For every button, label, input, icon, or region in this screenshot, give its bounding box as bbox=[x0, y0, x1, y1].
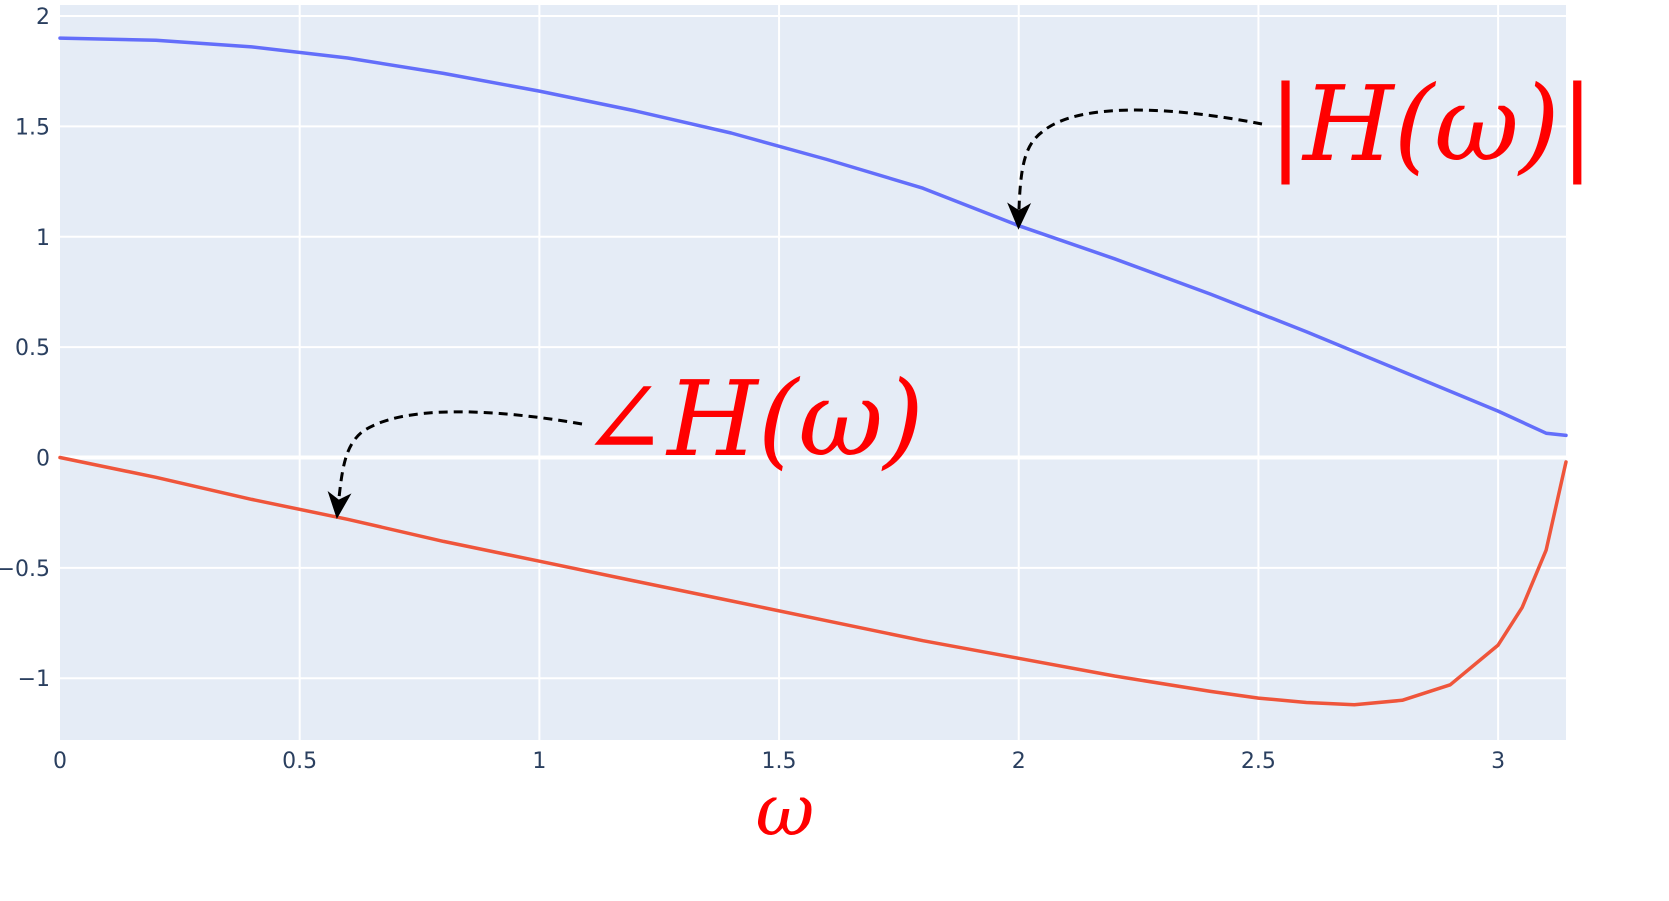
y-tick-labels: 2 1.5 1 0.5 0 −0.5 −1 bbox=[0, 5, 50, 692]
y-tick-label: 1.5 bbox=[15, 115, 50, 140]
grid-lines bbox=[60, 5, 1566, 740]
y-tick-label: 1 bbox=[36, 226, 50, 251]
annotations: |H(ω)| ∠H(ω) bbox=[327, 63, 1595, 520]
x-tick-label: 0.5 bbox=[282, 749, 317, 774]
magnitude-annotation-label: |H(ω)| bbox=[1268, 63, 1595, 185]
x-tick-label: 3 bbox=[1491, 749, 1505, 774]
y-tick-label: 0 bbox=[36, 446, 50, 471]
x-tick-label: 1 bbox=[532, 749, 546, 774]
x-tick-label: 0 bbox=[53, 749, 67, 774]
x-tick-label: 2 bbox=[1012, 749, 1026, 774]
y-tick-label: 2 bbox=[36, 5, 50, 30]
phase-annotation-label: ∠H(ω) bbox=[580, 358, 924, 480]
magnitude-annotation-arrow bbox=[1007, 108, 1263, 230]
x-axis-label: ω bbox=[756, 768, 815, 852]
x-tick-label: 2.5 bbox=[1241, 749, 1276, 774]
y-tick-label: −0.5 bbox=[0, 557, 50, 582]
x-tick-label: 1.5 bbox=[762, 749, 797, 774]
x-tick-labels: 0 0.5 1 1.5 2 2.5 3 bbox=[53, 749, 1505, 774]
phase-annotation-arrow bbox=[327, 410, 583, 520]
series-lines bbox=[58, 36, 1568, 707]
y-tick-label: −1 bbox=[18, 667, 50, 692]
y-tick-label: 0.5 bbox=[15, 336, 50, 361]
series-line-magnitude bbox=[58, 36, 1568, 438]
series-line-phase bbox=[58, 455, 1568, 707]
